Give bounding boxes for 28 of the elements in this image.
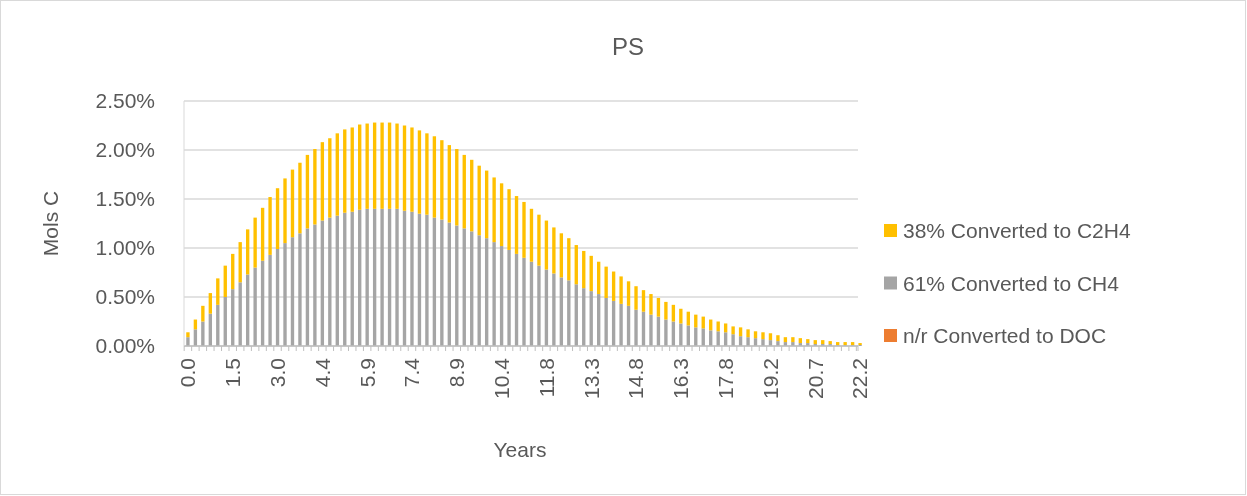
chart-title: PS [611,33,645,60]
x-tick-label: 0.0 [176,358,200,388]
y-tick-label: 2.00% [95,138,155,162]
x-tick-label: 3.0 [265,358,289,388]
y-axis-title: Mols C [39,190,62,257]
x-tick-label: 13.3 [579,358,603,399]
y-tick-label: 2.50% [95,89,155,113]
y-tick-label: 0.00% [95,334,155,358]
x-tick-label: 14.8 [624,358,648,399]
y-tick-label: 1.50% [95,187,155,211]
y-tick-label: 0.50% [95,285,155,309]
legend-label: 61% Converted to CH4 [903,271,1120,295]
x-tick-label: 20.7 [803,358,827,399]
x-tick-label: 17.8 [714,358,737,399]
x-tick-label: 19.2 [758,358,782,399]
x-tick-label: 10.4 [489,357,513,399]
x-tick-label: 8.9 [445,358,469,388]
x-tick-label: 7.4 [400,357,424,388]
x-tick-label: 16.3 [669,358,693,399]
y-tick-label: 1.00% [95,236,155,260]
legend-label: n/r Converted to DOC [903,324,1107,348]
x-tick-label: 11.8 [534,358,558,398]
x-tick-label: 5.9 [355,358,379,388]
x-axis-title: Years [493,438,547,461]
legend-label: 38% Converted to C2H4 [903,219,1131,243]
x-tick-label: 1.5 [221,358,245,388]
x-tick-label: 4.4 [310,357,334,388]
x-tick-label: 22.2 [848,358,872,399]
